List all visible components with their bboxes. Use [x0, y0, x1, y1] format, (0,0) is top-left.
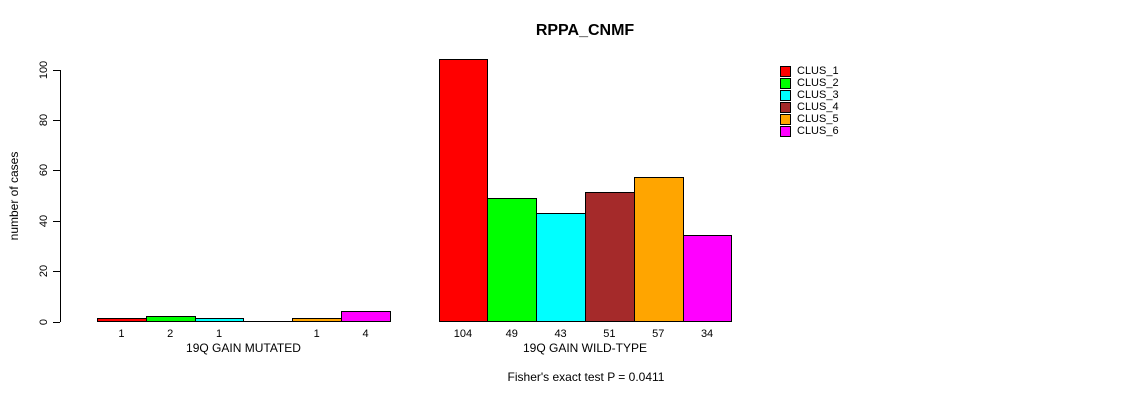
- legend-swatch-clus_6: [780, 126, 791, 137]
- bar-clus_5-group0: [292, 318, 342, 322]
- bar-value-label: 2: [167, 328, 174, 340]
- bar-clus_3-group1: [536, 213, 586, 322]
- bar-value-label: 1: [118, 328, 125, 340]
- y-tick-label: 40: [38, 214, 50, 228]
- y-tick-label: 80: [38, 113, 50, 127]
- legend-label-clus_6: CLUS_6: [797, 125, 839, 137]
- bar-value-label: 49: [505, 328, 518, 340]
- y-tick-label: 0: [38, 318, 50, 326]
- legend-label-clus_3: CLUS_3: [797, 89, 839, 101]
- legend-swatch-clus_1: [780, 66, 791, 77]
- bar-value-label: 43: [554, 328, 567, 340]
- bar-value-label: 57: [652, 328, 665, 340]
- bar-clus_5-group1: [634, 177, 684, 322]
- bar-value-label: 34: [700, 328, 714, 340]
- legend-swatch-clus_3: [780, 90, 791, 101]
- legend-label-clus_4: CLUS_4: [797, 101, 839, 113]
- y-tick-label: 20: [38, 264, 50, 278]
- y-tick-mark: [53, 221, 60, 222]
- bar-clus_6-group0: [341, 311, 391, 322]
- bar-value-label: 1: [313, 328, 320, 340]
- y-tick-mark: [53, 170, 60, 171]
- y-tick-mark: [53, 70, 60, 71]
- legend-swatch-clus_5: [780, 114, 791, 125]
- fisher-test-subtitle: Fisher's exact test P = 0.0411: [507, 370, 665, 384]
- group-label: 19Q GAIN WILD-TYPE: [522, 341, 647, 355]
- y-tick-label: 60: [38, 163, 50, 177]
- legend-label-clus_5: CLUS_5: [797, 113, 839, 125]
- bar-clus_1-group1: [439, 59, 488, 322]
- y-tick-mark: [53, 120, 60, 121]
- bar-value-label: 1: [216, 328, 223, 340]
- bar-clus_2-group0: [146, 316, 196, 322]
- group-label: 19Q GAIN MUTATED: [186, 341, 301, 355]
- y-tick-mark: [53, 322, 60, 323]
- bar-clus_3-group0: [195, 318, 244, 322]
- bar-clus_6-group1: [683, 235, 732, 322]
- bar-clus_4-group1: [585, 192, 635, 322]
- legend-label-clus_2: CLUS_2: [797, 77, 839, 89]
- chart-title: RPPA_CNMF: [535, 22, 635, 39]
- y-tick-mark: [53, 271, 60, 272]
- y-tick-label: 100: [38, 60, 50, 80]
- legend-label-clus_1: CLUS_1: [797, 65, 839, 77]
- bar-value-label: 104: [453, 328, 473, 340]
- bar-clus_2-group1: [487, 198, 537, 322]
- bar-value-label: 4: [362, 328, 369, 340]
- legend-swatch-clus_2: [780, 78, 791, 89]
- bar-value-label: 51: [603, 328, 616, 340]
- legend-swatch-clus_4: [780, 102, 791, 113]
- bar-clus_1-group0: [97, 318, 147, 322]
- y-axis-line: [60, 70, 61, 322]
- y-axis-label: number of cases: [7, 151, 21, 241]
